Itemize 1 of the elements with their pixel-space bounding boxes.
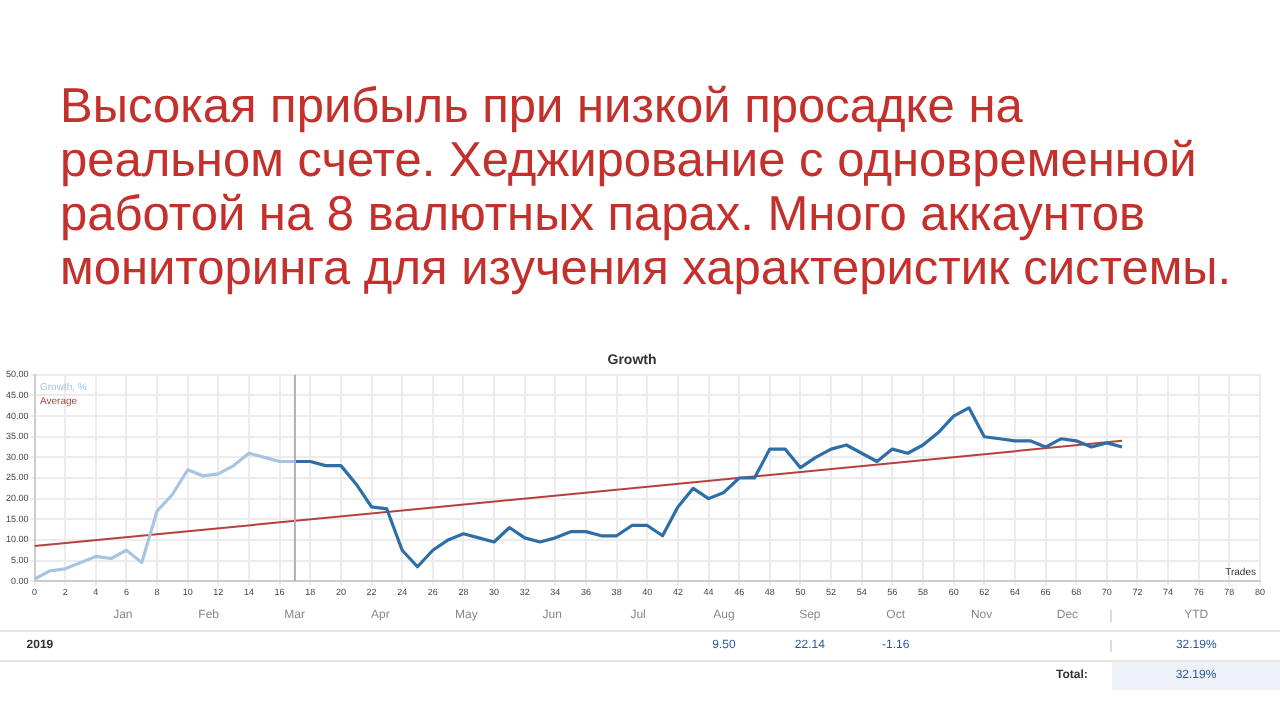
chart-title: Высокая прибыль при низкой просадке на реальном счете. Хеджирование с одновременной работой на 8 валютных парах. Много аккаунтов мониторинга для изучения характеристик системы. (60, 80, 1234, 296)
